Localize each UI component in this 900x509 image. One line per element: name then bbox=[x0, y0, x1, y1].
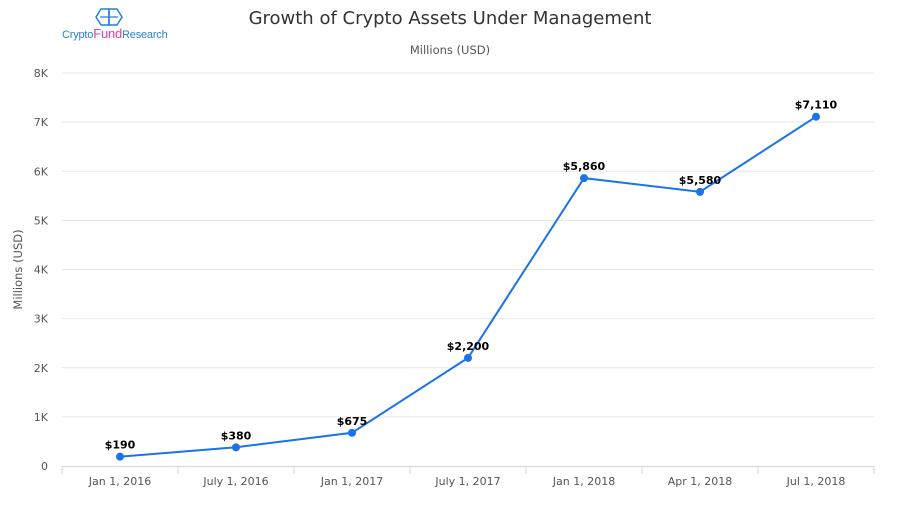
y-tick-label: 7K bbox=[34, 116, 49, 129]
data-point bbox=[464, 353, 472, 362]
chart-title: Growth of Crypto Assets Under Management bbox=[248, 8, 652, 29]
data-label: $7,110 bbox=[795, 99, 838, 112]
x-axis-ticks: Jan 1, 2016 July 1, 2016 Jan 1, 2017 July 1… bbox=[61, 466, 875, 488]
data-point bbox=[116, 452, 124, 461]
data-point bbox=[348, 428, 356, 437]
logo-text-crypto: Crypto bbox=[62, 29, 94, 41]
data-label: $5,860 bbox=[563, 160, 606, 173]
x-tick-label: July 1, 2017 bbox=[434, 475, 500, 488]
y-tick-label: 1K bbox=[34, 411, 49, 424]
data-label: $2,200 bbox=[447, 340, 490, 353]
y-axis-label: Millions (USD) bbox=[11, 229, 25, 309]
y-axis-ticks: 0 1K 2K 3K 4K 5K 6K 7K 8K bbox=[34, 67, 49, 473]
data-point bbox=[696, 187, 704, 196]
y-tick-label: 3K bbox=[34, 313, 49, 326]
x-tick-label: Jan 1, 2018 bbox=[552, 475, 615, 488]
y-tick-label: 0 bbox=[41, 460, 48, 473]
y-tick-label: 6K bbox=[34, 165, 49, 178]
y-tick-label: 5K bbox=[34, 214, 49, 227]
x-tick-label: July 1, 2016 bbox=[202, 475, 268, 488]
data-labels: $190 $380 $675 $2,200 $5,860 $5,580 $7,110 bbox=[105, 99, 838, 452]
y-tick-label: 8K bbox=[34, 67, 49, 80]
data-label: $190 bbox=[105, 439, 136, 452]
y-tick-label: 4K bbox=[34, 264, 49, 277]
y-tick-label: 2K bbox=[34, 362, 49, 375]
data-label: $675 bbox=[337, 415, 368, 428]
data-point bbox=[232, 443, 240, 452]
x-tick-label: Jul 1, 2018 bbox=[786, 475, 846, 488]
logo-text: CryptoFundResearch bbox=[62, 26, 168, 41]
chart-subtitle: Millions (USD) bbox=[409, 43, 491, 57]
data-point bbox=[580, 174, 588, 183]
x-tick-label: Jan 1, 2017 bbox=[320, 475, 383, 488]
x-tick-label: Apr 1, 2018 bbox=[668, 475, 733, 488]
logo-text-research: Research bbox=[122, 29, 168, 41]
data-label: $380 bbox=[221, 429, 252, 442]
logo-icon bbox=[95, 8, 123, 26]
data-point bbox=[812, 112, 820, 121]
x-tick-label: Jan 1, 2016 bbox=[88, 475, 151, 488]
data-label: $5,580 bbox=[679, 174, 722, 187]
logo-text-fund: Fund bbox=[93, 26, 123, 41]
grid-lines bbox=[62, 72, 874, 418]
logo: CryptoFundResearch bbox=[62, 8, 172, 41]
data-points bbox=[116, 112, 820, 461]
series-line bbox=[119, 115, 817, 458]
